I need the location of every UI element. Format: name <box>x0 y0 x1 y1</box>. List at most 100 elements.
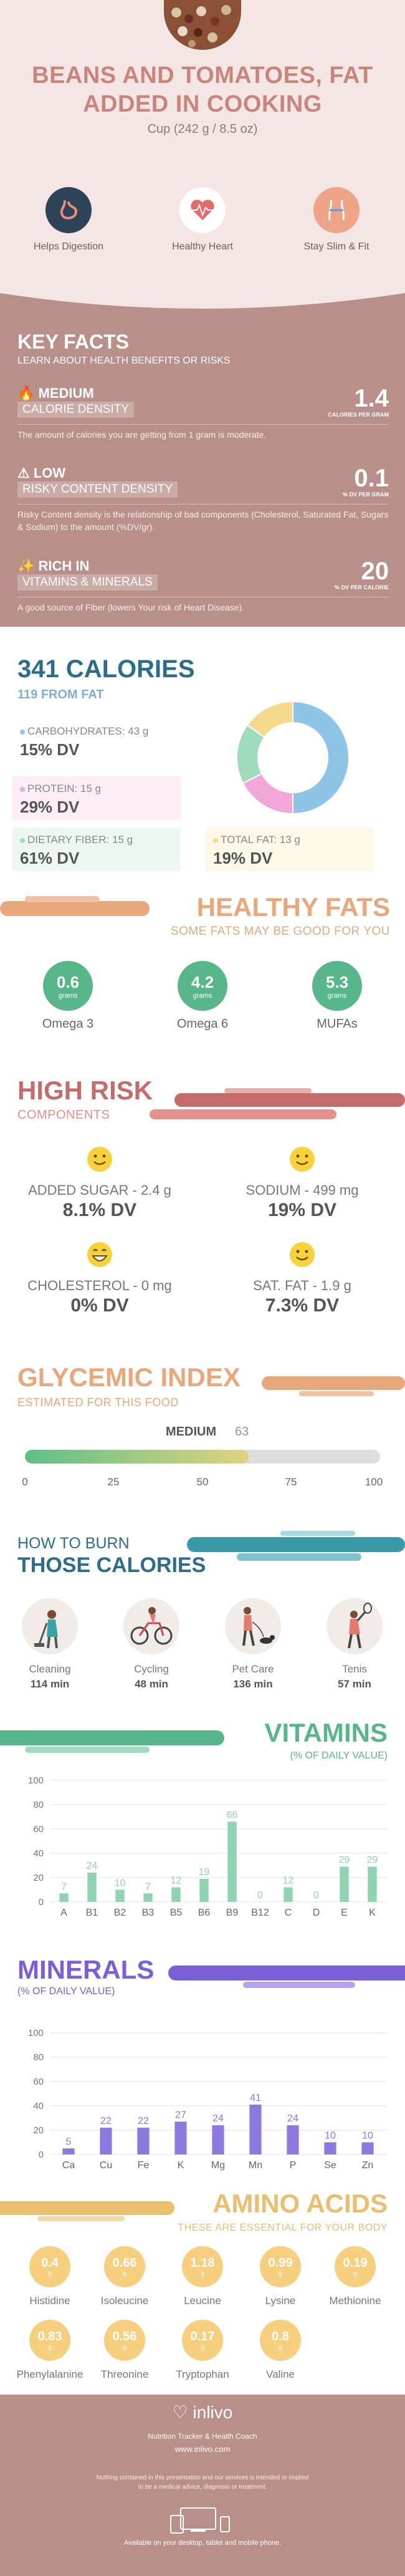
activity-cycling: Cycling 48 min <box>117 1598 186 1691</box>
x-tick-label: P <box>290 2160 297 2171</box>
bar <box>227 1821 237 1902</box>
benefit-label: Healthy Heart <box>172 241 233 252</box>
amino-label: Valine <box>266 2368 295 2380</box>
y-tick-label: 60 <box>33 2077 44 2087</box>
healthy-fats-title: HEALTHY FATS <box>196 892 390 922</box>
macro-dv: 15% DV <box>20 740 80 759</box>
x-tick-label: A <box>60 1908 67 1918</box>
footer-logo[interactable]: ♡ inlivo <box>0 2402 405 2423</box>
calories-section: 341 CALORIES 119 FROM FAT CARBOHYDRATES:… <box>0 627 405 889</box>
bar <box>171 1887 181 1902</box>
heart-logo-icon: ♡ <box>172 2403 188 2422</box>
bar-value-label: 7 <box>145 1881 151 1892</box>
fact-calorie-density: 🔥 MEDIUM CALORIE DENSITY 1.4 CALORIES PER… <box>17 385 389 441</box>
bar <box>249 2105 262 2154</box>
fact-value: 20 <box>361 557 389 585</box>
amino-unit: g <box>279 2270 282 2277</box>
bar <box>287 2125 299 2154</box>
decorative-stripes <box>0 896 150 916</box>
risk-added-sugar: ADDED SUGAR - 2.4 g 8.1% DV <box>12 1146 187 1221</box>
amino-isoleucine: 0.66 g Isoleucine <box>87 2246 162 2307</box>
x-tick-label: Zn <box>362 2160 374 2171</box>
amino-unit: g <box>48 2270 52 2277</box>
warning-icon: ⚠ <box>17 465 30 481</box>
benefit-slim: Stay Slim & Fit <box>290 187 383 253</box>
bar <box>212 2125 224 2154</box>
fat-omega3: 0.6 grams Omega 3 <box>27 961 108 1031</box>
calories-title: 341 CALORIES <box>17 655 195 683</box>
amino-value: 0.56 <box>112 2330 137 2343</box>
decorative-stripes <box>262 1376 405 1396</box>
x-tick-label: E <box>341 1908 348 1918</box>
decorative-stripes <box>168 1966 405 1988</box>
high-risk-title: HIGH RISK <box>17 1076 153 1105</box>
fat-value: 5.3 <box>325 972 349 991</box>
macro-dv: 29% DV <box>20 798 80 816</box>
risk-label: SAT. FAT - 1.9 g <box>253 1278 351 1293</box>
x-tick-label: Cu <box>100 2160 112 2171</box>
macro-name: CARBOHYDRATES: 43 g <box>27 725 149 737</box>
y-tick-label: 0 <box>39 2149 44 2160</box>
fact-name: CALORIE DENSITY <box>17 402 135 418</box>
fat-unit: grams <box>58 991 78 1000</box>
bar <box>59 1893 69 1902</box>
bar <box>115 1889 125 1902</box>
y-tick-label: 20 <box>33 2125 44 2136</box>
risk-dv: 7.3% DV <box>265 1295 340 1316</box>
minerals-title: MINERALS <box>17 1955 155 1984</box>
stomach-icon <box>45 187 92 233</box>
page-title: BEANS AND TOMATOES, FAT ADDED IN COOKING <box>32 62 373 117</box>
bar-value-label: 41 <box>250 2093 261 2103</box>
high-risk-section: HIGH RISK COMPONENTS ADDED SUGAR - 2.4 g… <box>0 1076 405 1363</box>
footer-url[interactable]: www.inlivo.com <box>174 2444 231 2454</box>
amino-phenylalanine: 0.83 g Phenylalanine <box>12 2320 87 2381</box>
glycemic-level: MEDIUM <box>166 1425 217 1439</box>
key-facts-title: KEY FACTS <box>17 330 129 353</box>
amino-unit: g <box>201 2344 204 2351</box>
footer-availability: Available on your desktop, tablet and mo… <box>123 2539 282 2547</box>
amino-leucine: 1.18 g Leucine <box>165 2246 240 2307</box>
bar-value-label: 24 <box>87 1861 98 1871</box>
vitamins-section: VITAMINS (% OF DAILY VALUE) 0 20 40 60 80 100… <box>0 1718 405 1939</box>
fact-vitamins-minerals: ✨ RICH IN VITAMINS & MINERALS 20% DV PER… <box>17 558 389 614</box>
decorative-stripes <box>0 2201 174 2221</box>
risk-label: CHOLESTEROL - 0 mg <box>27 1278 172 1293</box>
fact-level: RICH IN <box>38 558 90 574</box>
risk-sat-fat: SAT. FAT - 1.9 g 7.3% DV <box>215 1241 389 1316</box>
amino-label: Phenylalanine <box>16 2368 83 2380</box>
x-tick-label: Mg <box>211 2160 225 2171</box>
fact-risky-content: ⚠ LOW RISKY CONTENT DENSITY 0.1% DV PER … <box>17 465 389 533</box>
vitamins-title: VITAMINS <box>264 1718 388 1747</box>
amino-label: Lysine <box>265 2295 296 2307</box>
amino-label: Histidine <box>29 2295 70 2307</box>
smiley-icon <box>290 1147 315 1172</box>
amino-value: 0.19 <box>343 2256 368 2270</box>
risk-dv: 19% DV <box>267 1200 337 1220</box>
macro-carbs: CARBOHYDRATES: 43 g 15% DV <box>12 719 181 763</box>
smiley-icon <box>87 1147 112 1172</box>
bar-value-label: 27 <box>175 2110 186 2120</box>
bar-value-label: 10 <box>115 1878 126 1889</box>
donut-slice <box>292 700 350 815</box>
y-tick-label: 40 <box>33 1848 44 1859</box>
tennis-icon <box>326 1598 383 1654</box>
amino-value: 1.18 <box>190 2256 215 2270</box>
healthy-fats-subtitle: SOME FATS MAY BE GOOD FOR YOU <box>171 925 390 938</box>
fact-name: RISKY CONTENT DENSITY <box>17 481 178 498</box>
benefit-label: Helps Digestion <box>33 241 104 252</box>
bar <box>62 2148 75 2154</box>
key-facts-subtitle: LEARN ABOUT HEALTH BENEFITS OR RISKS <box>17 355 231 366</box>
x-tick-label: K <box>178 2160 184 2171</box>
grin-icon <box>87 1242 112 1267</box>
amino-lysine: 0.99 g Lysine <box>243 2246 318 2307</box>
bar <box>368 1866 377 1902</box>
amino-label: Leucine <box>184 2295 221 2307</box>
y-tick-label: 100 <box>28 1775 44 1786</box>
calories-subtitle: 119 FROM FAT <box>17 688 104 702</box>
high-risk-subtitle: COMPONENTS <box>17 1108 110 1122</box>
bar-value-label: 12 <box>171 1876 182 1886</box>
bar <box>199 1878 209 1902</box>
risk-cholesterol: CHOLESTEROL - 0 mg 0% DV <box>12 1241 187 1316</box>
devices-icon <box>170 2507 230 2534</box>
